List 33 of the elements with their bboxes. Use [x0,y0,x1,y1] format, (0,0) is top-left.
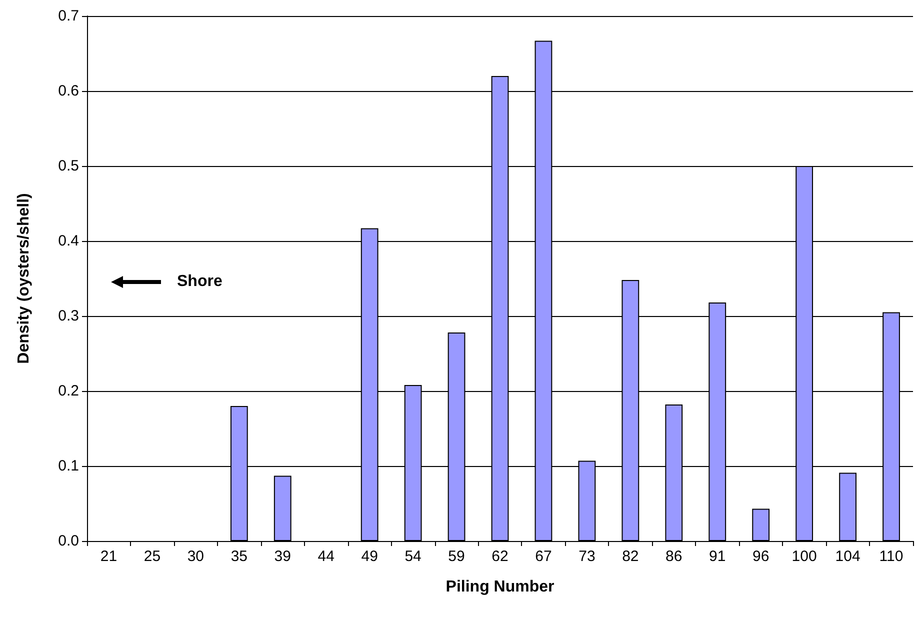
x-tick-label: 54 [404,548,422,565]
x-tick-label: 21 [100,548,118,565]
x-tick-label: 59 [448,548,465,565]
x-tick-label: 35 [230,548,248,565]
x-tick-label: 62 [492,548,508,565]
y-tick-label: 0.1 [58,458,79,474]
y-axis-title: Density (oysters/shell) [16,193,32,364]
annotation: Shore [177,273,222,291]
x-tick-label: 30 [187,548,204,565]
x-axis-title: Piling Number [446,578,554,596]
x-tick-label: 49 [361,548,378,565]
x-tick-label: 110 [879,548,904,565]
y-tick-label: 0.3 [58,308,79,324]
y-tick-label: 0.7 [58,8,79,24]
x-tick-label: 67 [535,548,552,565]
bar [752,508,770,541]
x-tick-label: 96 [752,548,770,565]
x-tick-label: 73 [578,548,596,565]
x-tick-label: 86 [666,548,682,565]
y-tick-label: 0.5 [58,158,79,174]
x-tick-label: 39 [274,548,291,565]
x-tick-label: 25 [144,548,161,565]
y-tick-label: 0.6 [58,82,79,100]
bar [839,472,856,541]
x-tick-label: 44 [318,548,334,565]
y-tick-label: 0.0 [58,532,79,550]
y-tick-label: 0.4 [58,232,79,250]
x-tick-label: 100 [792,548,817,565]
x-tick-label: 91 [709,548,726,565]
y-tick-label: 0.2 [58,382,79,400]
x-tick-label: 104 [835,548,860,565]
x-tick-label: 82 [622,548,639,565]
bar [274,476,292,541]
